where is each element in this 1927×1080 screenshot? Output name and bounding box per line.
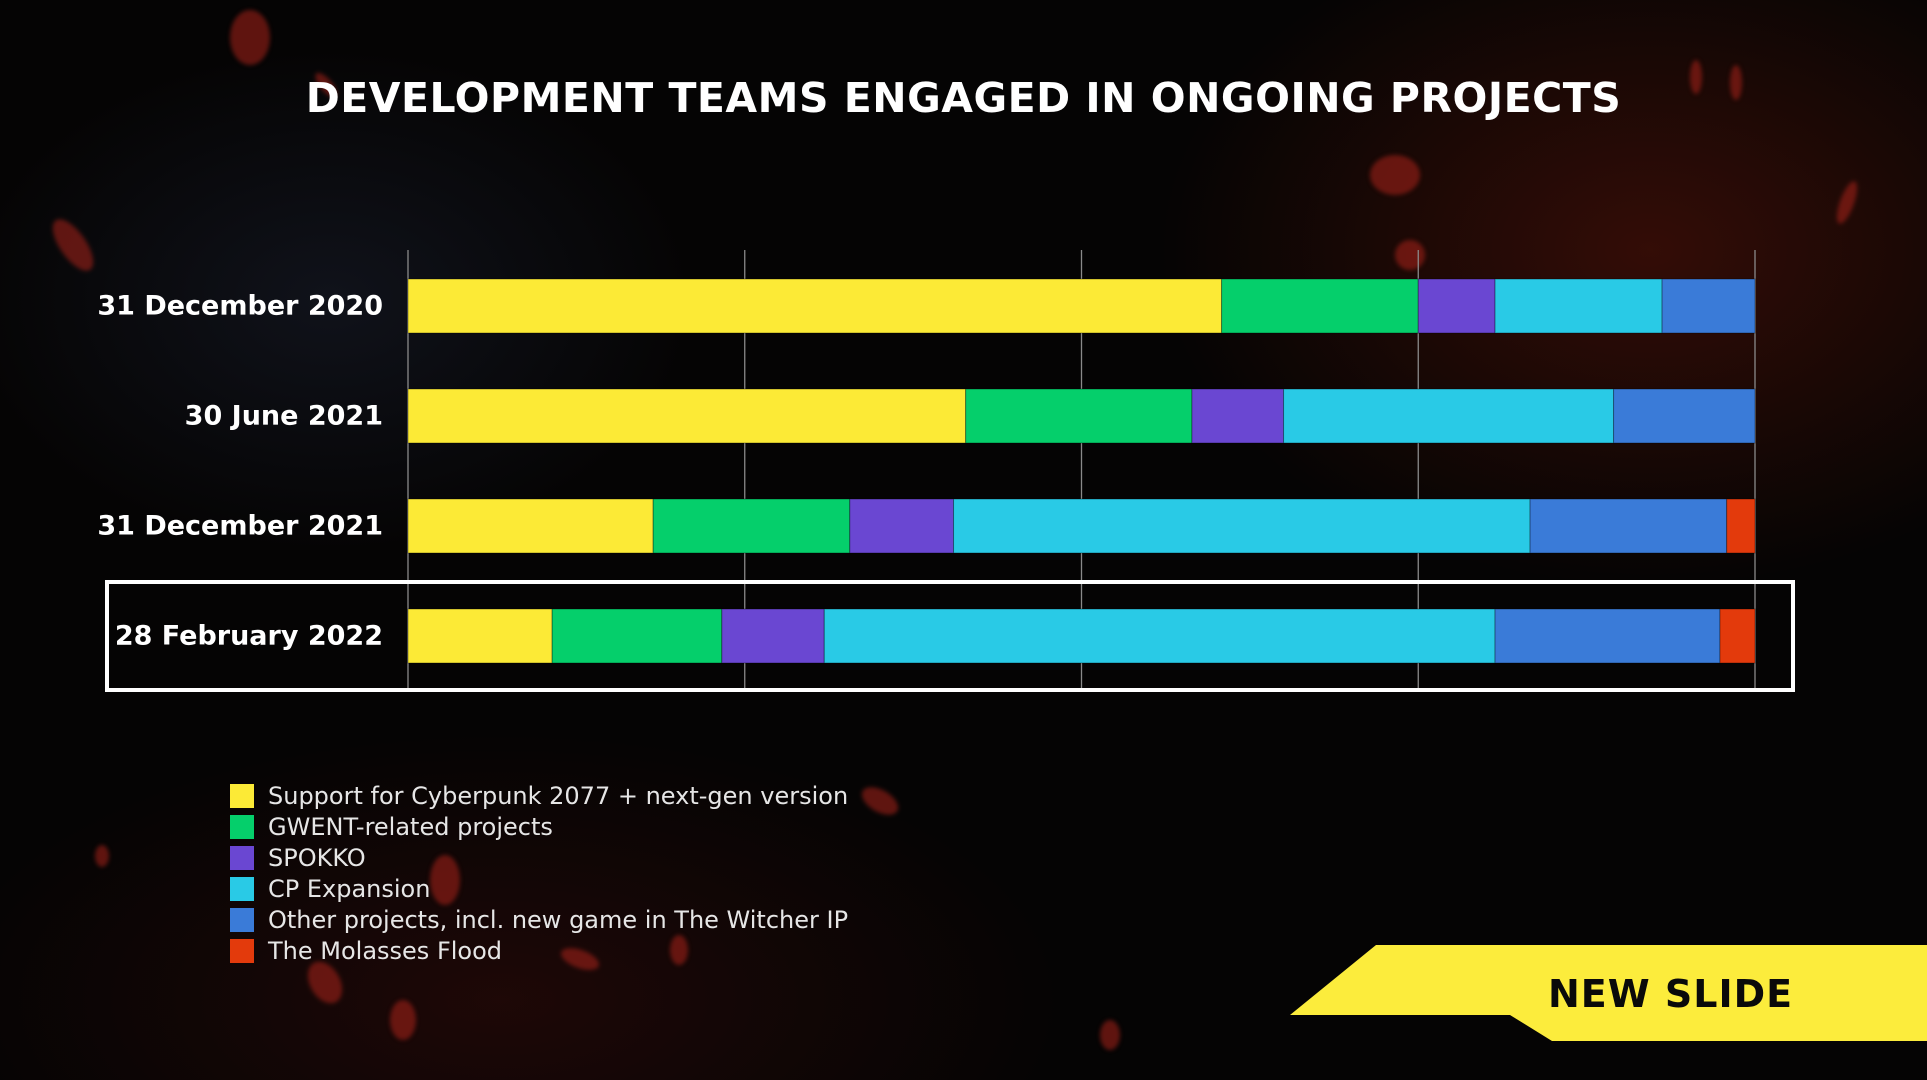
highlight <box>105 580 1795 692</box>
bar-segment <box>1661 278 1756 334</box>
ember-decoration <box>1370 155 1420 195</box>
bar-segment <box>953 498 1531 554</box>
legend-item: The Molasses Flood <box>230 935 848 966</box>
category-label: 28 February 2022 <box>115 621 383 652</box>
ember-decoration <box>390 1000 416 1040</box>
legend-item: CP Expansion <box>230 873 848 904</box>
bar-segment <box>407 388 967 444</box>
bar-segment <box>1283 388 1615 444</box>
legend-item: GWENT-related projects <box>230 811 848 842</box>
category-label: 31 December 2020 <box>97 291 383 322</box>
bar-segment <box>1719 608 1756 664</box>
bar-segment <box>1726 498 1756 554</box>
ember-decoration <box>1690 60 1702 94</box>
legend: Support for Cyberpunk 2077 + next-gen ve… <box>230 780 848 966</box>
bar-segment <box>1221 278 1419 334</box>
bar-segment <box>849 498 955 554</box>
legend-label: CP Expansion <box>268 874 431 903</box>
bar-segment <box>721 608 825 664</box>
legend-item: Support for Cyberpunk 2077 + next-gen ve… <box>230 780 848 811</box>
legend-label: Support for Cyberpunk 2077 + next-gen ve… <box>268 781 849 810</box>
new-slide-label: NEW SLIDE <box>1548 972 1794 1016</box>
bar-segment <box>407 278 1223 334</box>
category-label: 30 June 2021 <box>185 401 383 432</box>
bar-segment <box>652 498 851 554</box>
chart-title: DEVELOPMENT TEAMS ENGAGED IN ONGOING PRO… <box>305 74 1622 122</box>
legend-item: SPOKKO <box>230 842 848 873</box>
legend-swatch <box>230 845 254 870</box>
ember-decoration <box>1395 240 1425 270</box>
ember-decoration <box>430 855 460 905</box>
bar-segment <box>407 608 553 664</box>
legend-label: GWENT-related projects <box>268 812 553 841</box>
bar-segment <box>551 608 723 664</box>
category-label: 31 December 2021 <box>97 511 383 542</box>
ember-decoration <box>230 10 270 65</box>
legend-label: The Molasses Flood <box>268 936 503 965</box>
bar-segment <box>1494 608 1721 664</box>
bar-segment <box>1613 388 1756 444</box>
ember-decoration <box>95 845 109 867</box>
legend-label: Other projects, incl. new game in The Wi… <box>268 905 849 934</box>
legend-label: SPOKKO <box>268 843 366 872</box>
bar-segment <box>965 388 1193 444</box>
legend-item: Other projects, incl. new game in The Wi… <box>230 904 848 935</box>
legend-swatch <box>230 814 254 839</box>
bar-segment <box>1494 278 1663 334</box>
legend-swatch <box>230 783 254 808</box>
ember-decoration <box>670 935 688 965</box>
legend-swatch <box>230 907 254 932</box>
legend-swatch <box>230 938 254 963</box>
legend-swatch <box>230 876 254 901</box>
bar-segment <box>823 608 1496 664</box>
bar-segment <box>407 498 654 554</box>
ember-decoration <box>1100 1020 1120 1050</box>
ember-decoration <box>1730 65 1742 100</box>
bar-segment <box>1529 498 1728 554</box>
highlight-box <box>105 580 1795 692</box>
bar-segment <box>1191 388 1285 444</box>
bar-segment <box>1417 278 1496 334</box>
bars <box>407 278 1756 664</box>
category-labels: 31 December 2020 30 June 2021 31 December … <box>97 291 383 652</box>
